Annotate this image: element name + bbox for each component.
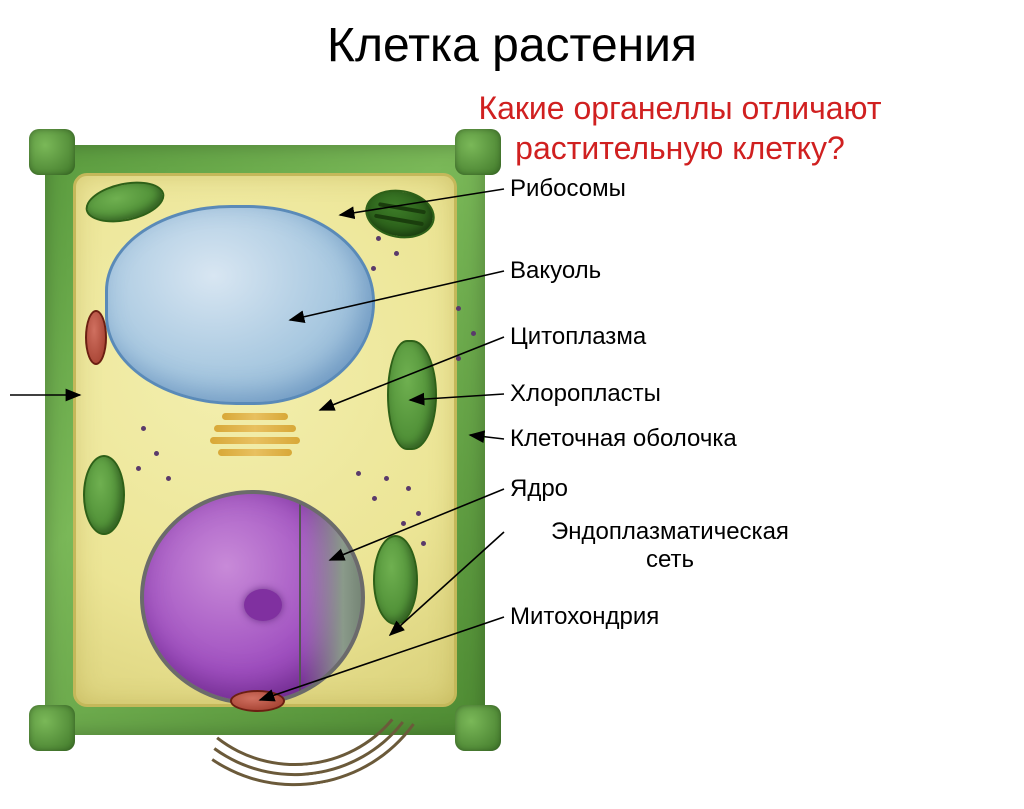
ribosome-dot [371, 266, 376, 271]
label-cytoplasm: Цитоплазма [510, 323, 646, 351]
ribosome-dot [406, 486, 411, 491]
nucleolus-shape [244, 589, 282, 621]
label-chloroplasts: Хлоропласты [510, 380, 661, 408]
ribosome-dot [154, 451, 159, 456]
chloroplast-shape [83, 455, 125, 535]
label-cell-wall: Клеточная оболочка [510, 425, 737, 453]
ribosome-dot [141, 426, 146, 431]
ribosome-dot [394, 251, 399, 256]
ribosome-dot [456, 356, 461, 361]
label-ribosomes: Рибосомы [510, 175, 626, 203]
page-title: Клетка растения [0, 18, 1024, 73]
golgi-shape [210, 413, 300, 463]
mitochondria-shape [230, 690, 285, 712]
ribosome-dot [471, 331, 476, 336]
mitochondria-shape [85, 310, 107, 365]
chloroplast-shape [387, 340, 437, 450]
label-nucleus: Ядро [510, 475, 568, 503]
ribosome-dot [136, 466, 141, 471]
label-er: Эндоплазматическаясеть [510, 518, 830, 573]
ribosome-dot [372, 496, 377, 501]
ribosome-dot [376, 236, 381, 241]
ribosome-dot [416, 511, 421, 516]
vacuole-shape [105, 205, 375, 405]
ribosome-dot [421, 541, 426, 546]
nucleus-shape [140, 490, 365, 705]
label-mitochondria: Митохондрия [510, 603, 659, 631]
ribosome-dot [166, 476, 171, 481]
cell-diagram [35, 135, 495, 745]
label-vacuole: Вакуоль [510, 257, 601, 285]
ribosome-dot [456, 306, 461, 311]
ribosome-dot [356, 471, 361, 476]
ribosome-dot [384, 476, 389, 481]
chloroplast-shape [373, 535, 418, 625]
ribosome-dot [401, 521, 406, 526]
